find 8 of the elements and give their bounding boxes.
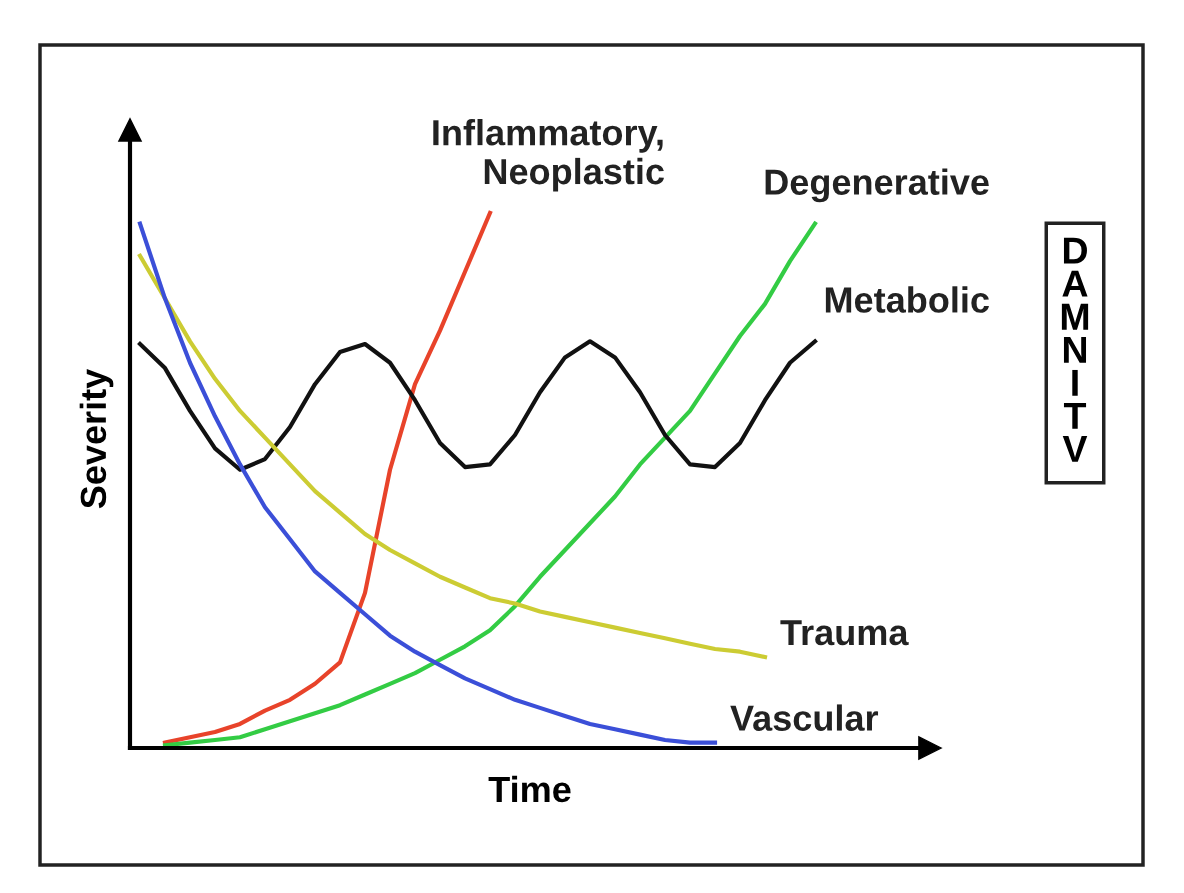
series-label: Trauma (780, 620, 909, 646)
series-label: Vascular (730, 704, 879, 731)
series-label: Metabolic (825, 286, 989, 313)
text: DAMNITV (1061, 237, 1089, 462)
series-label: Inflammatory, Neoplastic (433, 118, 664, 192)
series-label: Degenerative (765, 168, 989, 203)
y-axis-title: Severity (79, 368, 114, 509)
x-axis-title: Time (488, 775, 571, 803)
